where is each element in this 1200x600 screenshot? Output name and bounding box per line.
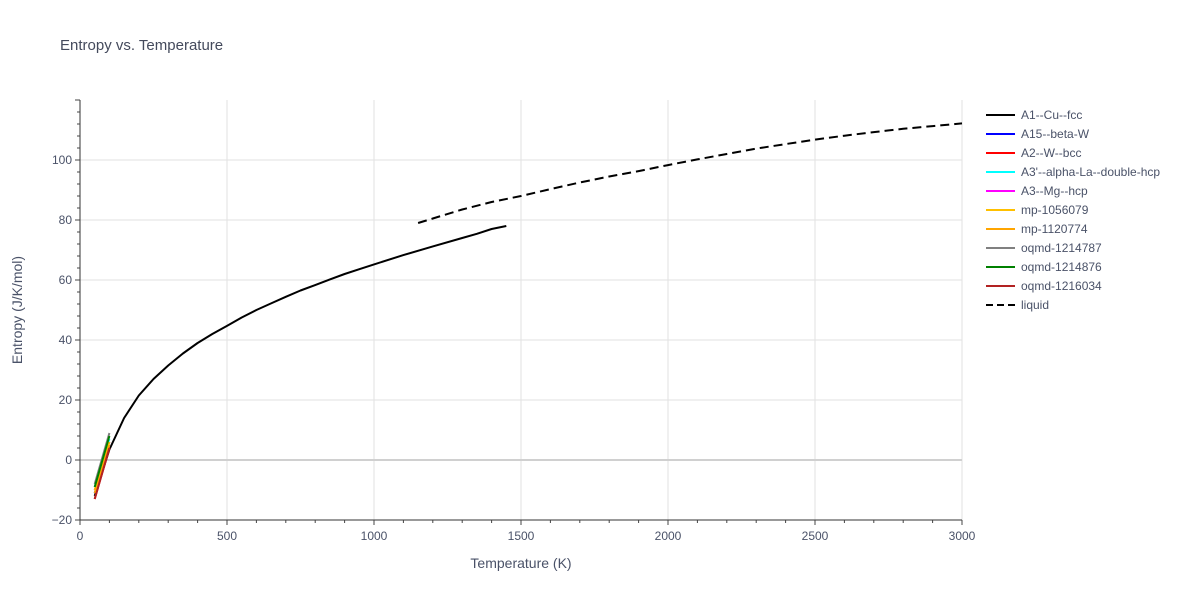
- x-tick-label: 0: [77, 529, 84, 543]
- legend-label: oqmd-1214876: [1021, 260, 1102, 274]
- legend-item[interactable]: A3'--alpha-La--double-hcp: [986, 165, 1160, 179]
- legend-item[interactable]: A2--W--bcc: [986, 146, 1081, 160]
- plot-area: [93, 122, 963, 500]
- legend-item[interactable]: oqmd-1214876: [986, 260, 1102, 274]
- y-tick-label: 20: [59, 393, 73, 407]
- series-line-liquid: [417, 122, 963, 224]
- legend-label: A3'--alpha-La--double-hcp: [1021, 165, 1160, 179]
- y-tick-label: −20: [52, 513, 73, 527]
- legend-label: oqmd-1216034: [1021, 279, 1102, 293]
- y-axis-ticks: −20 0 20 40 60 80 100: [52, 153, 73, 527]
- x-tick-label: 2500: [802, 529, 829, 543]
- legend-item[interactable]: A3--Mg--hcp: [986, 184, 1088, 198]
- legend-label: A3--Mg--hcp: [1021, 184, 1088, 198]
- y-tick-label: 100: [52, 153, 72, 167]
- y-tick-label: 0: [65, 453, 72, 467]
- y-tick-label: 60: [59, 273, 73, 287]
- x-tick-label: 1000: [361, 529, 388, 543]
- legend-label: mp-1056079: [1021, 203, 1089, 217]
- x-tick-label: 2000: [655, 529, 682, 543]
- legend-item[interactable]: A1--Cu--fcc: [986, 108, 1082, 122]
- legend-item[interactable]: oqmd-1214787: [986, 241, 1102, 255]
- y-tick-label: 80: [59, 213, 73, 227]
- legend-label: A15--beta-W: [1021, 127, 1090, 141]
- x-tick-label: 1500: [508, 529, 535, 543]
- series-line-oqmd-1214876: [93, 435, 111, 488]
- legend-label: A1--Cu--fcc: [1021, 108, 1082, 122]
- series-line-oqmd-1216034: [93, 447, 111, 500]
- legend-label: A2--W--bcc: [1021, 146, 1081, 160]
- legend-item[interactable]: mp-1056079: [986, 203, 1089, 217]
- x-tick-label: 500: [217, 529, 237, 543]
- legend-item[interactable]: liquid: [986, 298, 1049, 312]
- x-axis-title: Temperature (K): [470, 555, 571, 571]
- legend-item[interactable]: A15--beta-W: [986, 127, 1090, 141]
- y-tick-label: 40: [59, 333, 73, 347]
- x-tick-label: 3000: [949, 529, 976, 543]
- legend[interactable]: A1--Cu--fcc A15--beta-W A2--W--bcc A3'--alp…: [986, 108, 1160, 312]
- legend-label: liquid: [1021, 298, 1049, 312]
- series-line-a1-cu-fcc: [93, 225, 507, 497]
- x-axis-ticks: 0 500 1000 1500 2000 2500 3000: [77, 529, 976, 543]
- legend-item[interactable]: mp-1120774: [986, 222, 1088, 236]
- axes: [75, 99, 963, 525]
- y-axis-title: Entropy (J/K/mol): [9, 256, 25, 364]
- legend-label: mp-1120774: [1021, 222, 1088, 236]
- chart-title: Entropy vs. Temperature: [60, 37, 223, 54]
- grid-lines: [80, 100, 963, 520]
- legend-item[interactable]: oqmd-1216034: [986, 279, 1102, 293]
- legend-label: oqmd-1214787: [1021, 241, 1102, 255]
